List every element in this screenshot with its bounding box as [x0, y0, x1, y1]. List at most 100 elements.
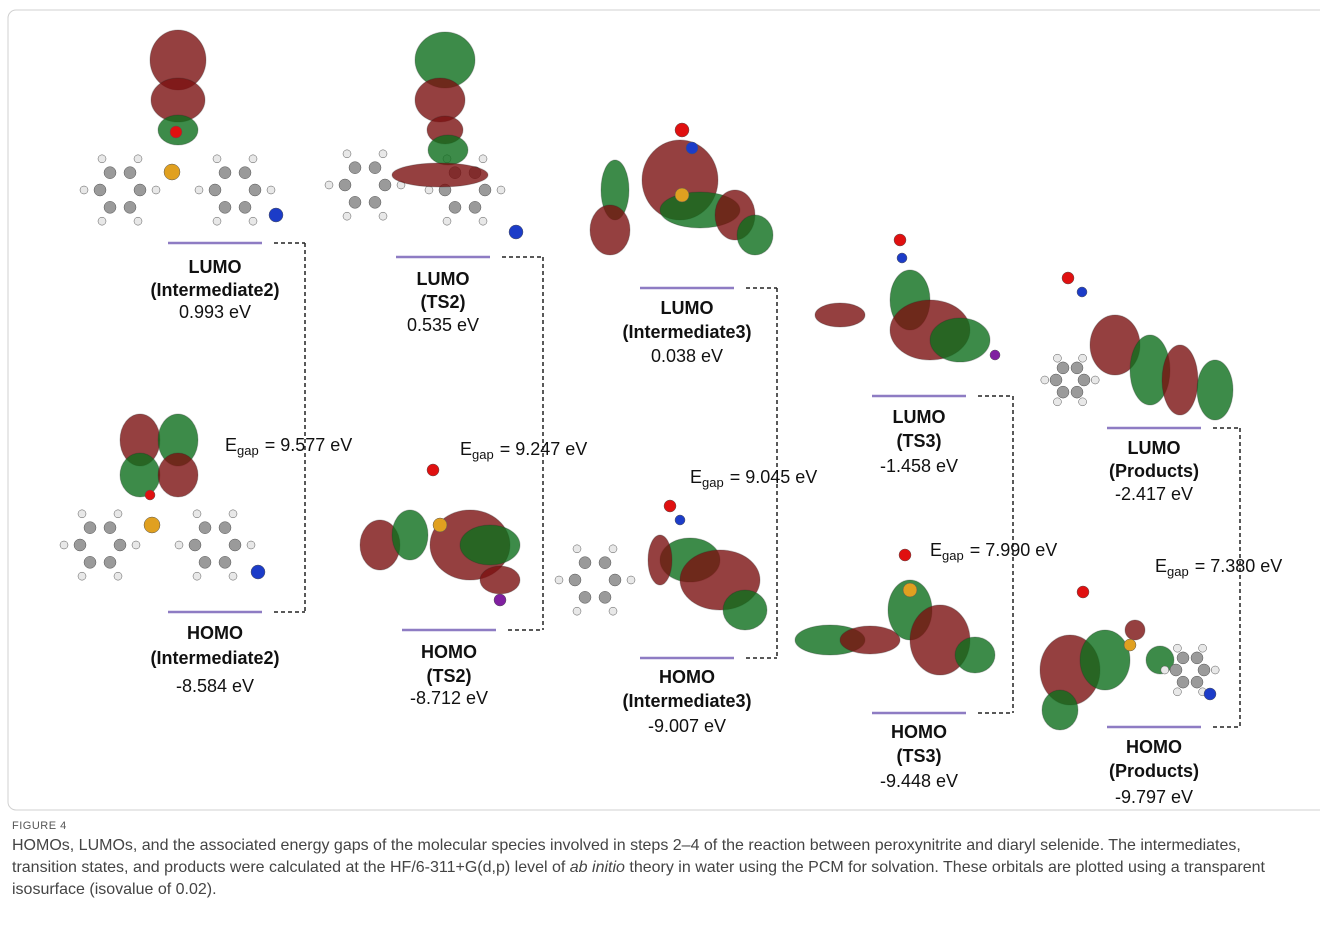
atom [573, 607, 581, 615]
orbital-lobe [392, 163, 488, 187]
species-label: (TS3) [897, 746, 942, 766]
atom [104, 201, 116, 213]
atom [1177, 652, 1189, 664]
orbital-lobe [930, 318, 990, 362]
orbital-energy: -9.007 eV [648, 716, 726, 736]
atom [219, 522, 231, 534]
gap-subscript: gap [237, 443, 259, 458]
atom [897, 253, 907, 263]
atom [479, 184, 491, 196]
atom [1057, 386, 1069, 398]
atom [134, 184, 146, 196]
atom [74, 539, 86, 551]
gap-symbol: E [460, 439, 472, 459]
orbital-lobe [460, 525, 520, 565]
atom [1053, 354, 1061, 362]
orbital-lobe [158, 453, 198, 497]
energy-gap: Egap= 9.247 eV [460, 439, 587, 463]
atom [124, 201, 136, 213]
atom [609, 545, 617, 553]
atom [1173, 644, 1181, 652]
orbital-lobe [1125, 620, 1145, 640]
gap-symbol: E [930, 540, 942, 560]
atom [114, 539, 126, 551]
atom [579, 557, 591, 569]
atom [199, 556, 211, 568]
atom [664, 500, 676, 512]
gap-value: = 9.577 eV [265, 435, 353, 455]
atom [78, 572, 86, 580]
orbital-lobe [955, 637, 995, 673]
atom [325, 181, 333, 189]
energy-gap: Egap = 7.990 eV [930, 540, 1057, 564]
gap-subscript: gap [1167, 564, 1189, 579]
atom [579, 591, 591, 603]
orbital-lobe [840, 626, 900, 654]
atom [494, 594, 506, 606]
atom [134, 155, 142, 163]
orbital-lobe [428, 135, 468, 165]
atom [114, 510, 122, 518]
atom [573, 545, 581, 553]
gap-value: = 9.247 eV [500, 439, 588, 459]
orbital-label: LUMO [1128, 438, 1181, 458]
atom [1050, 374, 1062, 386]
atom [219, 556, 231, 568]
figure: LUMO(Intermediate2)0.993 eVHOMO(Intermed… [0, 0, 1320, 815]
atom [1170, 664, 1182, 676]
atom [1062, 272, 1074, 284]
atom [609, 574, 621, 586]
orbital-energy: -8.712 eV [410, 688, 488, 708]
atom [339, 179, 351, 191]
atom [443, 217, 451, 225]
atom [189, 539, 201, 551]
atom [1077, 287, 1087, 297]
orbital-energy: -1.458 eV [880, 456, 958, 476]
atom [249, 184, 261, 196]
orbital-label: LUMO [189, 257, 242, 277]
atom [1041, 376, 1049, 384]
atom [379, 212, 387, 220]
atom [145, 490, 155, 500]
atom [269, 208, 283, 222]
energy-gap: Egap= 9.045 eV [690, 467, 817, 491]
atom [249, 155, 257, 163]
page: {"figure": {"species": [ {"lumo": {"labe… [0, 0, 1320, 938]
atom [144, 517, 160, 533]
gap-subscript: gap [942, 548, 964, 563]
gap-value: = 9.045 eV [730, 467, 818, 487]
orbital-lobe [415, 78, 465, 122]
orbital-lobe [590, 205, 630, 255]
gap-value: = 7.990 eV [970, 540, 1058, 560]
atom [894, 234, 906, 246]
atom [1161, 666, 1169, 674]
gap-value: = 7.380 eV [1195, 556, 1283, 576]
orbital-label: HOMO [187, 623, 243, 643]
atom [1173, 688, 1181, 696]
atom [675, 515, 685, 525]
atom [114, 572, 122, 580]
atom [609, 607, 617, 615]
atom [990, 350, 1000, 360]
atom [94, 184, 106, 196]
atom [349, 162, 361, 174]
orbital-lobe [1162, 345, 1198, 415]
atom [229, 572, 237, 580]
atom [1071, 362, 1083, 374]
species-label: (Intermediate3) [622, 322, 751, 342]
atom [1079, 354, 1087, 362]
atom [104, 556, 116, 568]
atom [479, 155, 487, 163]
atom [199, 522, 211, 534]
atom [1211, 666, 1219, 674]
caption-italic: ab initio [570, 859, 625, 876]
atom [369, 162, 381, 174]
atom [1053, 398, 1061, 406]
atom [251, 565, 265, 579]
atom [1091, 376, 1099, 384]
gap-symbol: E [1155, 556, 1167, 576]
gap-subscript: gap [702, 475, 724, 490]
atom [675, 188, 689, 202]
atom [247, 541, 255, 549]
atom [213, 217, 221, 225]
